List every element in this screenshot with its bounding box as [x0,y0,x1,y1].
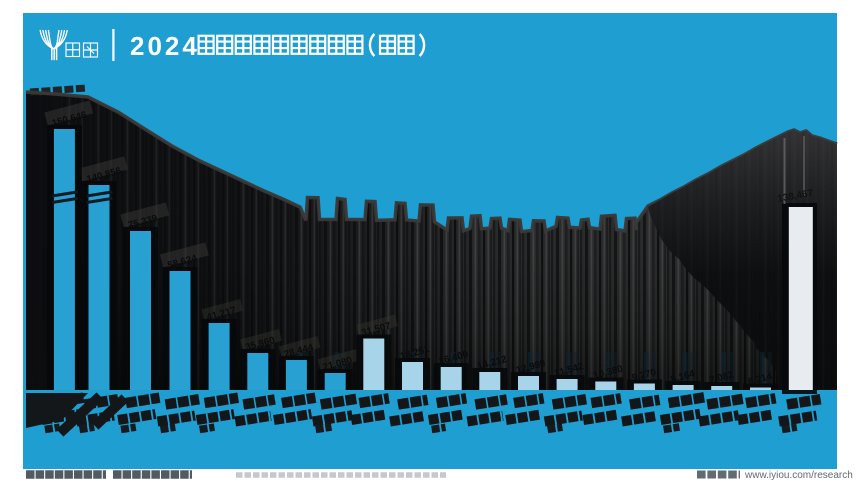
svg-text:2024: 2024 [130,31,200,61]
svg-text:www.iyiou.com/research: www.iyiou.com/research [744,470,853,481]
